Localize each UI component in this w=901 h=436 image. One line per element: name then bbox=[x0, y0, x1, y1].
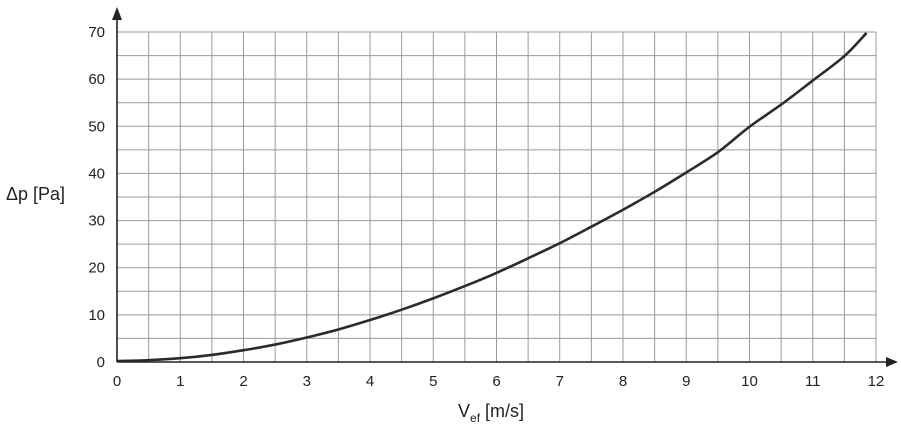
y-tick-label: 20 bbox=[88, 260, 105, 277]
x-tick-label: 12 bbox=[868, 373, 885, 390]
x-tick-label: 7 bbox=[556, 373, 564, 390]
x-axis-arrow-icon bbox=[886, 357, 898, 367]
y-tick-label: 0 bbox=[97, 354, 105, 371]
axes bbox=[112, 7, 898, 367]
y-tick-label: 10 bbox=[88, 307, 105, 324]
y-axis-label: Δp [Pa] bbox=[6, 184, 65, 204]
x-axis-label: Vef [m/s] bbox=[458, 401, 524, 425]
y-tick-label: 70 bbox=[88, 24, 105, 41]
x-tick-label: 2 bbox=[239, 373, 247, 390]
x-tick-label: 9 bbox=[682, 373, 690, 390]
x-axis-label-subscript: ef bbox=[470, 411, 481, 425]
x-axis-label-symbol: V bbox=[458, 401, 470, 421]
grid bbox=[117, 31, 877, 362]
series-line bbox=[116, 32, 868, 363]
y-axis-arrow-icon bbox=[112, 7, 122, 20]
x-tick-label: 0 bbox=[113, 373, 121, 390]
x-tick-label: 5 bbox=[429, 373, 437, 390]
x-tick-label: 6 bbox=[492, 373, 500, 390]
x-tick-label: 1 bbox=[176, 373, 184, 390]
y-tick-label: 60 bbox=[88, 71, 105, 88]
y-tick-label: 50 bbox=[88, 118, 105, 135]
y-tick-label: 30 bbox=[88, 213, 105, 230]
x-tick-label: 10 bbox=[741, 373, 758, 390]
y-tick-label: 40 bbox=[88, 165, 105, 182]
x-axis-label-unit: [m/s] bbox=[480, 401, 524, 421]
x-tick-label: 11 bbox=[805, 373, 821, 390]
x-tick-label: 3 bbox=[303, 373, 311, 390]
x-tick-label: 8 bbox=[619, 373, 627, 390]
x-tick-label: 4 bbox=[366, 373, 374, 390]
